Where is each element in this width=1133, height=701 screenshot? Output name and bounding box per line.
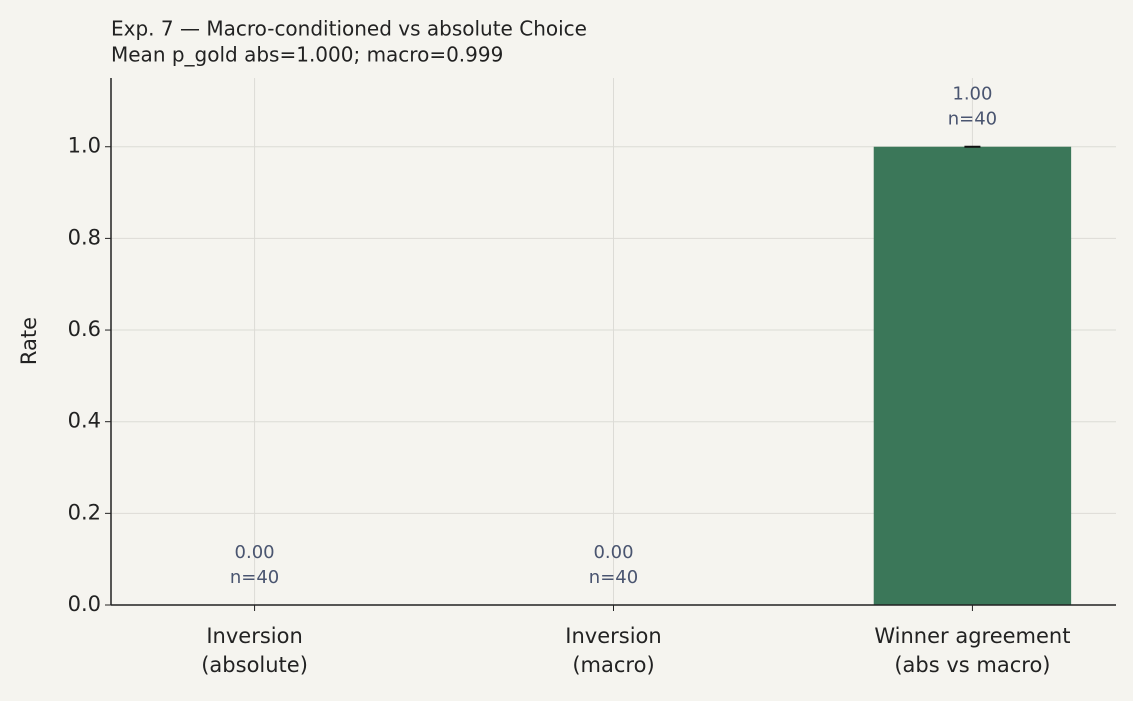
value-label: 0.00 [235,542,275,563]
n-label: n=40 [230,567,279,588]
y-tick-label: 0.6 [68,317,101,341]
x-tick-label: Inversion [206,624,302,648]
y-tick-label: 0.2 [68,500,101,524]
n-label: n=40 [589,567,638,588]
value-label: 0.00 [593,542,633,563]
x-tick-label: Inversion [565,624,661,648]
x-tick-label: Winner agreement [874,624,1070,648]
value-label: 1.00 [952,84,992,105]
y-axis-label: Rate [17,317,41,365]
chart-subtitle: Mean p_gold abs=1.000; macro=0.999 [111,43,503,67]
x-tick-label: (abs vs macro) [894,653,1050,677]
chart-title: Exp. 7 — Macro-conditioned vs absolute C… [111,17,587,41]
bar [873,146,1072,605]
y-tick-label: 0.0 [68,592,101,616]
n-label: n=40 [948,109,997,130]
y-tick-label: 1.0 [68,134,101,158]
y-tick-label: 0.4 [68,409,101,433]
y-tick-label: 0.8 [68,225,101,249]
x-tick-label: (macro) [572,653,654,677]
x-tick-label: (absolute) [201,653,308,677]
